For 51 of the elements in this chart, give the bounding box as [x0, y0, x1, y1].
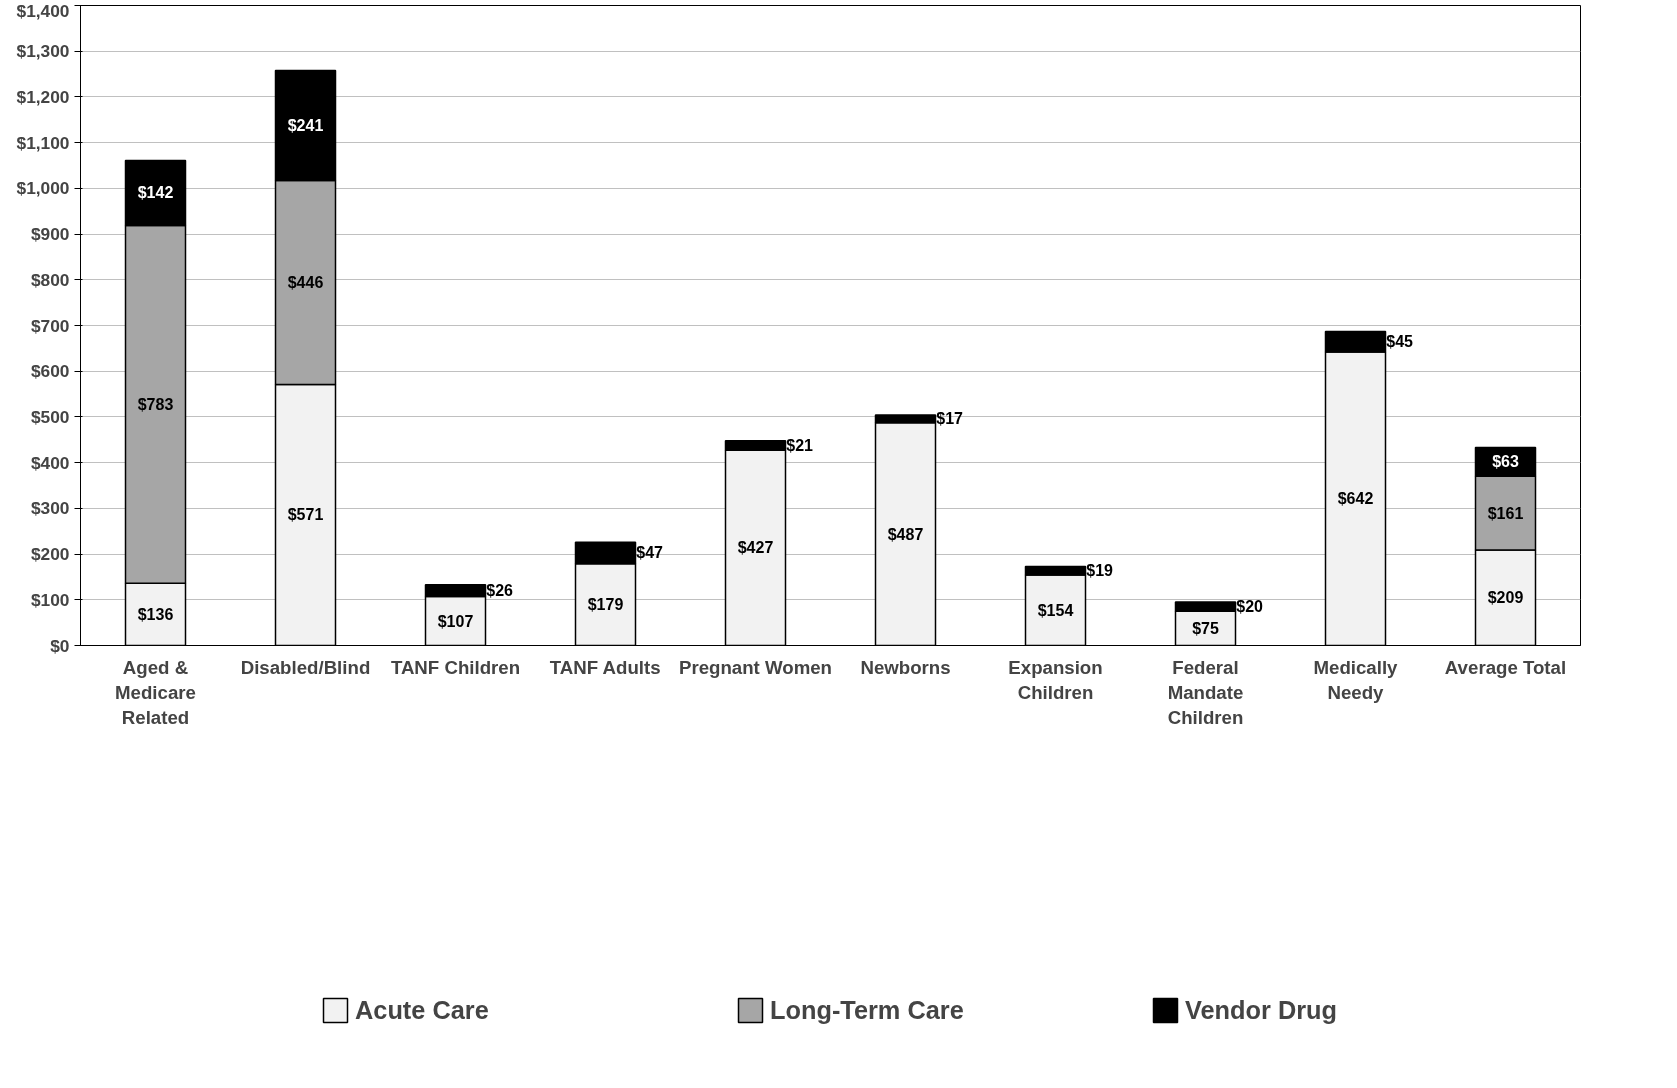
legend-label: Acute Care: [355, 995, 490, 1025]
y-tick-label: $100: [30, 589, 70, 610]
y-tick-label: $1,300: [16, 41, 70, 62]
y-tick-label: $800: [30, 269, 70, 290]
y-tick-label: $1,000: [16, 178, 70, 199]
data-label: $136: [137, 605, 174, 623]
x-tick-label: Disabled/Blind: [240, 656, 371, 678]
y-tick-label: $700: [30, 315, 70, 336]
y-tick-label: $1,400: [16, 0, 70, 21]
data-label: $45: [1386, 333, 1414, 351]
y-tick-label: $300: [30, 498, 70, 519]
data-label: $427: [737, 539, 774, 557]
y-tick-label: $900: [30, 224, 70, 245]
x-tick-label: Medically Needy: [1313, 656, 1399, 703]
x-tick-label: Average Total: [1444, 656, 1567, 678]
data-label: $17: [936, 410, 964, 428]
x-tick-label: Pregnant Women: [678, 656, 833, 678]
x-tick-label: Expansion Children: [1008, 656, 1103, 703]
y-tick-label: $0: [50, 635, 70, 656]
data-label: $161: [1487, 504, 1524, 522]
data-label: $179: [587, 596, 624, 614]
data-label: $142: [137, 184, 174, 202]
y-tick-label: $1,100: [16, 132, 70, 153]
data-label: $19: [1086, 562, 1114, 580]
data-label: $642: [1337, 490, 1374, 508]
y-tick-label: $500: [30, 406, 70, 427]
data-label: $154: [1037, 601, 1074, 619]
data-label: $63: [1492, 453, 1519, 471]
data-label: $21: [786, 437, 814, 454]
x-tick-label: Newborns: [860, 656, 951, 678]
y-tick-label: $600: [30, 361, 70, 382]
x-tick-label: Federal Mandate Children: [1167, 656, 1244, 728]
y-tick-label: $1,200: [16, 86, 70, 107]
data-label: $571: [287, 506, 324, 524]
data-label: $783: [137, 395, 174, 413]
y-tick-label: $400: [30, 452, 70, 473]
data-label: $26: [486, 582, 514, 600]
data-label: $107: [437, 612, 474, 630]
x-tick-label: Aged & Medicare Related: [115, 656, 196, 728]
legend-label: Long-Term Care: [770, 995, 965, 1025]
legend-label: Vendor Drug: [1185, 995, 1338, 1025]
data-label: $241: [287, 117, 324, 134]
data-label: $75: [1192, 619, 1219, 637]
x-tick-label: TANF Adults: [549, 656, 661, 678]
x-tick-label: TANF Children: [390, 656, 521, 678]
data-label: $487: [887, 525, 924, 543]
y-tick-label: $200: [30, 544, 70, 565]
data-label: $47: [636, 544, 664, 562]
data-label: $446: [287, 274, 324, 292]
data-label: $209: [1487, 589, 1524, 607]
data-label: $20: [1236, 598, 1264, 616]
